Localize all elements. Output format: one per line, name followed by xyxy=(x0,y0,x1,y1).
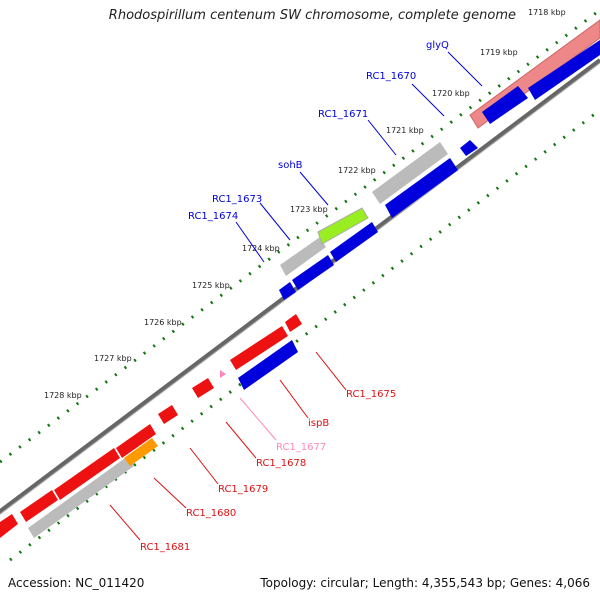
gene-label-rc1-1681: RC1_1681 xyxy=(140,542,190,553)
gene-label-rc1-1675: RC1_1675 xyxy=(346,389,396,400)
kbp-label: 1723 kbp xyxy=(290,205,328,214)
forward-genes-top xyxy=(279,40,600,300)
gene-label-rc1-1670: RC1_1670 xyxy=(366,71,416,82)
reverse-genes-bottom xyxy=(0,314,302,538)
gene-label-ispB: ispB xyxy=(308,418,329,429)
gene-label-rc1-1674: RC1_1674 xyxy=(188,211,238,222)
gene-label-sohB: sohB xyxy=(278,160,303,171)
bottom-gene-labels: RC1_1675 ispB RC1_1677 RC1_1678 RC1_1679… xyxy=(109,351,396,553)
kbp-label: 1727 kbp xyxy=(94,354,132,363)
orange-feature xyxy=(124,438,158,466)
kbp-label: 1728 kbp xyxy=(44,391,82,400)
kbp-label: 1721 kbp xyxy=(386,126,424,135)
accession-label: Accession: NC_011420 xyxy=(8,576,145,590)
gene-label-rc1-1680: RC1_1680 xyxy=(186,508,236,519)
rna-feature xyxy=(317,207,369,245)
kbp-label: 1722 kbp xyxy=(338,166,376,175)
pseudo-regions xyxy=(28,142,448,538)
gene-label-rc1-1678: RC1_1678 xyxy=(256,458,306,469)
outer-tick-track xyxy=(0,8,600,464)
kbp-label: 1724 kbp xyxy=(242,244,280,253)
kbp-label: 1720 kbp xyxy=(432,89,470,98)
kbp-label: 1719 kbp xyxy=(480,48,518,57)
pink-feature xyxy=(220,370,226,378)
gene-label-glyQ: glyQ xyxy=(426,40,449,51)
forward-gene-bottom xyxy=(238,340,298,390)
kbp-label: 1718 kbp xyxy=(528,8,566,17)
kbp-labels: 1718 kbp 1719 kbp 1720 kbp 1721 kbp 1722… xyxy=(44,8,566,400)
gene-label-rc1-1673: RC1_1673 xyxy=(212,194,262,205)
top-gene-labels: glyQ RC1_1670 RC1_1671 sohB RC1_1673 RC1… xyxy=(188,40,483,263)
gene-label-rc1-1679: RC1_1679 xyxy=(218,484,268,495)
kbp-label: 1726 kbp xyxy=(144,318,182,327)
map-title: Rhodospirillum centenum SW chromosome, c… xyxy=(108,8,516,23)
gene-label-rc1-1671: RC1_1671 xyxy=(318,109,368,120)
kbp-label: 1725 kbp xyxy=(192,281,230,290)
gene-label-rc1-1677: RC1_1677 xyxy=(276,442,326,453)
topology-summary: Topology: circular; Length: 4,355,543 bp… xyxy=(260,576,590,590)
